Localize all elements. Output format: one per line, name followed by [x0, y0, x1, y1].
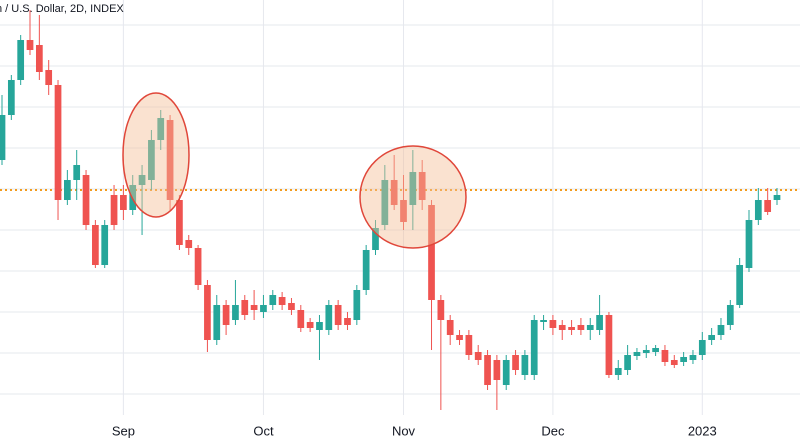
candle-body	[241, 300, 249, 315]
candle-body	[353, 290, 361, 320]
candle-body	[596, 315, 603, 330]
candle-body	[204, 285, 211, 340]
candle-body	[26, 40, 34, 50]
candle-body	[372, 228, 379, 250]
candle-body	[558, 325, 566, 330]
candle-body	[148, 140, 155, 180]
candle-body	[269, 295, 277, 305]
candle-body	[605, 315, 613, 375]
x-tick-label: Sep	[112, 423, 135, 438]
candle-body	[549, 320, 557, 328]
candle-body	[82, 175, 90, 225]
x-axis: Sep Oct Nov Dec 2023	[112, 423, 717, 438]
candle-body	[362, 250, 370, 290]
candle-body	[540, 320, 547, 322]
candle-body	[652, 348, 659, 352]
candle-body	[176, 200, 183, 245]
candle-body	[316, 322, 323, 330]
highlight-ellipse	[359, 145, 467, 249]
candle-body	[437, 300, 445, 320]
candle-body	[64, 180, 71, 200]
candle-body	[708, 335, 715, 340]
candle-body	[418, 172, 426, 200]
candles	[0, 10, 781, 410]
candle-body	[745, 220, 753, 268]
candle-body	[120, 195, 127, 210]
candle-body	[213, 305, 221, 340]
candle-body	[344, 318, 351, 325]
candle-body	[484, 355, 491, 385]
candle-body	[390, 180, 398, 205]
candle-body	[35, 45, 43, 72]
candle-body	[754, 200, 762, 220]
candle-body	[306, 322, 314, 328]
candle-body	[334, 305, 342, 325]
x-tick-label: Oct	[253, 423, 274, 438]
candle-body	[670, 360, 678, 365]
candle-body	[577, 325, 585, 330]
highlight-ellipse	[122, 92, 190, 218]
candle-body	[45, 70, 53, 85]
candle-body	[101, 225, 109, 265]
candle-body	[17, 40, 25, 80]
candle-body	[278, 297, 286, 305]
candle-body	[250, 305, 258, 310]
x-tick-label: 2023	[688, 423, 717, 438]
candle-body	[512, 355, 519, 370]
candle-body	[474, 352, 482, 360]
candle-body	[456, 335, 463, 340]
candle-body	[157, 118, 165, 140]
candle-body	[288, 303, 295, 310]
candle-body	[325, 305, 333, 330]
candle-body	[166, 120, 174, 200]
candle-body	[138, 175, 146, 185]
candle-body	[633, 352, 641, 356]
candle-body	[773, 195, 781, 200]
candle-body	[614, 368, 622, 375]
candle-body	[493, 360, 501, 380]
candle-body	[428, 205, 435, 300]
candle-body	[465, 335, 473, 355]
chart-title: n / U.S. Dollar, 2D, INDEX	[0, 3, 124, 15]
candle-body	[689, 355, 697, 360]
candle-body	[736, 265, 744, 305]
candle-body	[521, 355, 529, 375]
candle-body	[110, 195, 118, 225]
candle-body	[568, 327, 575, 330]
candle-body	[764, 200, 772, 212]
candle-body	[194, 248, 202, 285]
candle-body	[260, 305, 267, 312]
candle-body	[502, 360, 510, 385]
candle-body	[222, 305, 230, 325]
candle-body	[642, 350, 650, 353]
candle-body	[530, 320, 538, 375]
candle-body	[624, 355, 631, 370]
candle-body	[446, 320, 454, 335]
candle-body	[381, 180, 389, 225]
x-tick-label: Nov	[392, 423, 416, 438]
candle-body	[7, 80, 15, 115]
candle-body	[698, 340, 706, 355]
candle-body	[73, 165, 81, 180]
candle-body	[717, 325, 725, 335]
candle-body	[409, 172, 417, 205]
candle-body	[661, 350, 669, 362]
x-tick-label: Dec	[541, 423, 565, 438]
candle-body	[0, 115, 6, 160]
candle-body	[400, 200, 407, 222]
candle-body	[232, 305, 239, 320]
candle-body	[297, 310, 305, 328]
candle-body	[680, 357, 687, 362]
candle-body	[185, 240, 193, 248]
candle-body	[92, 225, 99, 265]
candle-body	[54, 85, 62, 200]
candle-body	[586, 325, 594, 330]
candle-body	[726, 305, 734, 325]
